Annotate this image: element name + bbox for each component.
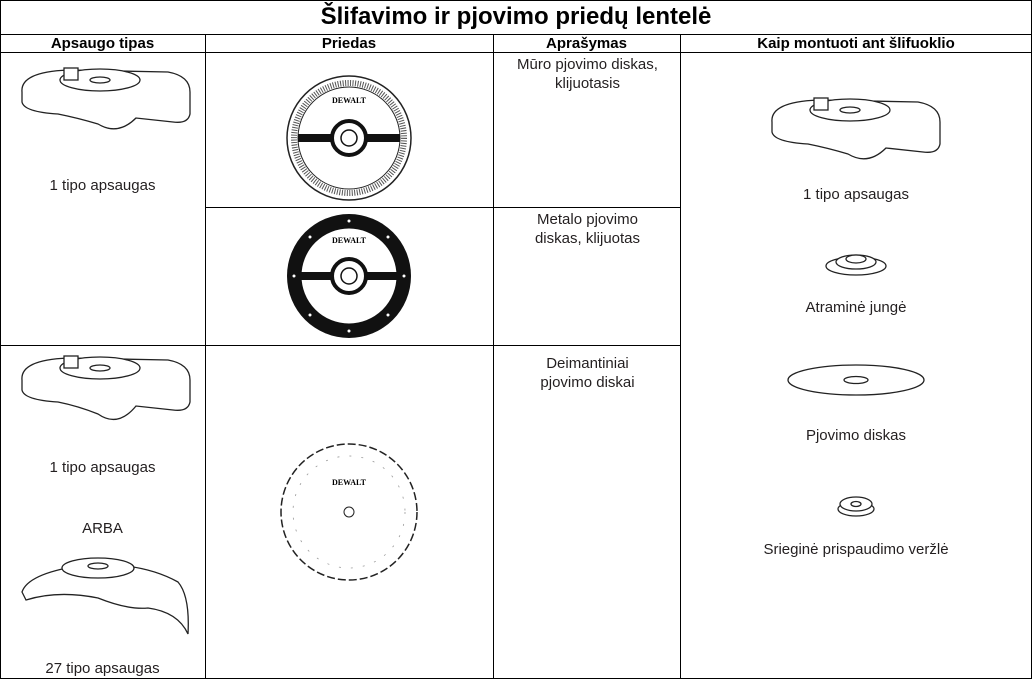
brand-logo: DEWALT <box>332 96 367 105</box>
guard-label: 27 tipo apsaugas <box>45 660 160 677</box>
mount-label: Atraminė jungė <box>805 299 907 316</box>
table-title: Šlifavimo ir pjovimo priedų lentelė <box>320 3 712 30</box>
guard-type-1 <box>21 355 191 421</box>
description: Mūro pjovimo diskas, klijuotasis <box>517 56 658 92</box>
brand-logo: DEWALT <box>332 236 367 245</box>
guard-type-27 <box>21 557 189 635</box>
mount-label: Pjovimo diskas <box>805 427 907 444</box>
metal-disc: DEWALT <box>287 214 411 338</box>
column-header: Aprašymas <box>546 35 627 52</box>
description: Deimantiniai pjovimo diskai <box>540 355 635 391</box>
description: Metalo pjovimo diskas, klijuotas <box>534 211 641 247</box>
backing-flange <box>825 254 887 276</box>
guard-label: 1 tipo apsaugas <box>49 177 156 194</box>
brand-logo: DEWALT <box>332 478 367 487</box>
or-label: ARBA <box>82 520 123 537</box>
column-header: Apsaugo tipas <box>50 35 155 52</box>
guard-type-1 <box>21 67 191 130</box>
mount-guard <box>771 97 941 160</box>
column-header: Kaip montuoti ant šlifuoklio <box>757 35 955 52</box>
threaded-nut <box>837 496 875 517</box>
mount-label: Srieginė prispaudimo veržlė <box>763 541 949 558</box>
cutting-wheel <box>787 364 925 396</box>
mount-label: 1 tipo apsaugas <box>803 186 909 203</box>
masonry-disc: DEWALT <box>286 75 412 201</box>
diamond-disc: DEWALT <box>280 443 418 581</box>
guard-label: 1 tipo apsaugas <box>49 459 156 476</box>
column-header: Priedas <box>321 35 377 52</box>
